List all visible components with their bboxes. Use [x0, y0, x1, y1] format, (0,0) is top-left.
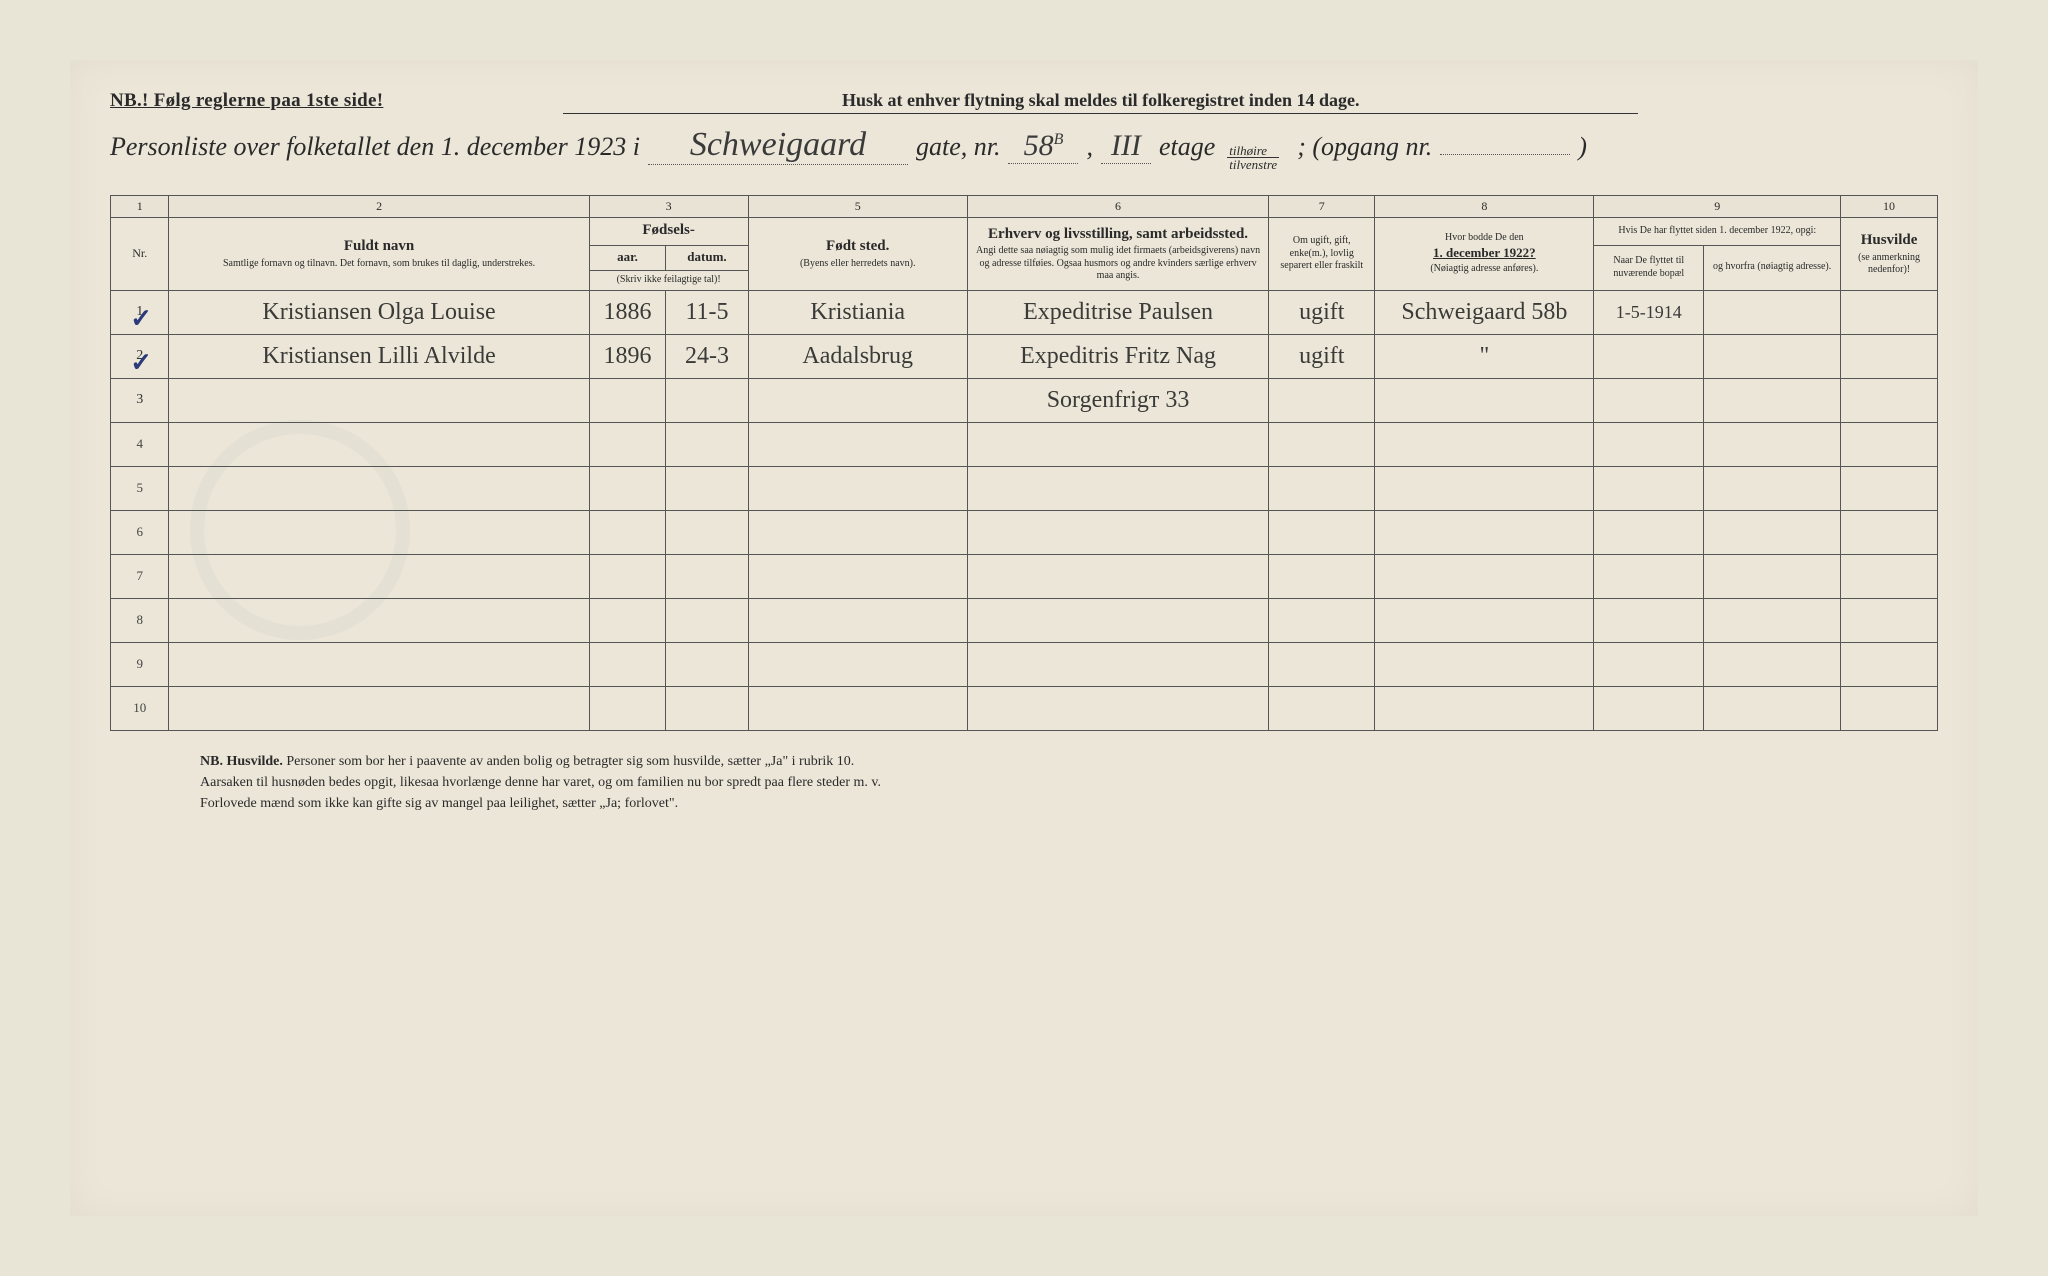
- col-datum: datum.: [666, 245, 748, 270]
- cell-erhverv: Sorgenfrigт 33: [967, 378, 1268, 422]
- census-table: 1 2 3 5 6 7 8 9 10 Nr. Fuldt navn Samtli…: [110, 195, 1938, 731]
- cell-naar: 1-5-1914: [1594, 290, 1704, 334]
- column-number-row: 1 2 3 5 6 7 8 9 10: [111, 196, 1938, 218]
- cell-naar: [1594, 378, 1704, 422]
- col-nr: Nr.: [111, 218, 169, 291]
- side-fraction: tilhøire tilvenstre: [1227, 144, 1279, 171]
- cell-navn: [169, 378, 589, 422]
- title-line: Personliste over folketallet den 1. dece…: [110, 126, 1938, 171]
- cell-hvorfra: [1704, 334, 1841, 378]
- col-aar: aar.: [589, 245, 666, 270]
- cell-bodde: [1375, 378, 1594, 422]
- nb-right-text: Husk at enhver flytning skal meldes til …: [563, 90, 1638, 114]
- cell-aar: [589, 378, 666, 422]
- footer-line1: Personer som bor her i paavente av anden…: [286, 754, 854, 769]
- cell-fodested: [748, 378, 967, 422]
- cell-gift: ugift: [1269, 290, 1375, 334]
- row-nr: ✓2: [111, 334, 169, 378]
- cell-navn: Kristiansen Olga Louise: [169, 290, 589, 334]
- row-nr: 10: [111, 686, 169, 730]
- footer-nb: NB. Husvilde.: [200, 754, 283, 769]
- col-gift: Om ugift, gift, enke(m.), lovlig separer…: [1269, 218, 1375, 291]
- col-flyttet: Hvis De har flyttet siden 1. december 19…: [1594, 218, 1841, 246]
- cell-hvorfra: [1704, 290, 1841, 334]
- table-row: 4: [111, 422, 1938, 466]
- street-name-field: Schweigaard: [648, 126, 908, 165]
- cell-bodde: ": [1375, 334, 1594, 378]
- etage-field: III: [1101, 129, 1151, 164]
- etage-label: etage: [1159, 132, 1215, 162]
- gate-label: gate, nr.: [916, 132, 1001, 162]
- cell-erhverv: Expeditris Fritz Nag: [967, 334, 1268, 378]
- cell-husvilde: [1841, 334, 1938, 378]
- row-nr: 3: [111, 378, 169, 422]
- col-hvorfra: og hvorfra (nøiagtig adresse).: [1704, 245, 1841, 290]
- cell-datum: [666, 378, 748, 422]
- col-bodde: Hvor bodde De den 1. december 1922? (Nøi…: [1375, 218, 1594, 291]
- col-fodsels: Fødsels-: [589, 218, 748, 246]
- census-page: NB.! Følg reglerne paa 1ste side! Husk a…: [70, 60, 1978, 1216]
- cell-fodested: Kristiania: [748, 290, 967, 334]
- table-row: ✓2 Kristiansen Lilli Alvilde 1896 24-3 A…: [111, 334, 1938, 378]
- table-row: 5: [111, 466, 1938, 510]
- cell-aar: 1896: [589, 334, 666, 378]
- col-husvilde: Husvilde (se anmerkning nedenfor)!: [1841, 218, 1938, 291]
- table-row: 8: [111, 598, 1938, 642]
- col-fodested: Født sted. (Byens eller herredets navn).: [748, 218, 967, 291]
- cell-fodested: Aadalsbrug: [748, 334, 967, 378]
- row-nr: 8: [111, 598, 169, 642]
- col-aar-sub: (Skriv ikke feilagtige tal)!: [589, 271, 748, 291]
- row-nr: 4: [111, 422, 169, 466]
- cell-husvilde: [1841, 290, 1938, 334]
- table-row: 9: [111, 642, 1938, 686]
- row-nr: 7: [111, 554, 169, 598]
- opgang-label: ; (opgang nr.: [1297, 132, 1432, 162]
- header-row-1: Nr. Fuldt navn Samtlige fornavn og tilna…: [111, 218, 1938, 246]
- header-top-row: NB.! Følg reglerne paa 1ste side! Husk a…: [110, 90, 1938, 114]
- row-nr: ✓1: [111, 290, 169, 334]
- footer-note: NB. Husvilde. Personer som bor her i paa…: [110, 751, 1938, 814]
- cell-naar: [1594, 334, 1704, 378]
- cell-navn: Kristiansen Lilli Alvilde: [169, 334, 589, 378]
- table-row: ✓1 Kristiansen Olga Louise 1886 11-5 Kri…: [111, 290, 1938, 334]
- footer-line3: Forlovede mænd som ikke kan gifte sig av…: [200, 796, 678, 811]
- cell-aar: 1886: [589, 290, 666, 334]
- cell-gift: [1269, 378, 1375, 422]
- cell-husvilde: [1841, 378, 1938, 422]
- col-erhverv: Erhverv og livsstilling, samt arbeidsste…: [967, 218, 1268, 291]
- cell-bodde: Schweigaard 58b: [1375, 290, 1594, 334]
- table-row: 6: [111, 510, 1938, 554]
- table-row: 10: [111, 686, 1938, 730]
- footer-line2: Aarsaken til husnøden bedes opgit, likes…: [200, 775, 881, 790]
- cell-hvorfra: [1704, 378, 1841, 422]
- cell-datum: 24-3: [666, 334, 748, 378]
- nb-left-text: NB.! Følg reglerne paa 1ste side!: [110, 90, 383, 112]
- table-row: 3 Sorgenfrigт 33: [111, 378, 1938, 422]
- col-navn: Fuldt navn Samtlige fornavn og tilnavn. …: [169, 218, 589, 291]
- gate-nr-field: 58B: [1008, 129, 1078, 164]
- cell-gift: ugift: [1269, 334, 1375, 378]
- title-prefix: Personliste over folketallet den 1. dece…: [110, 132, 640, 162]
- cell-datum: 11-5: [666, 290, 748, 334]
- row-nr: 5: [111, 466, 169, 510]
- table-row: 7: [111, 554, 1938, 598]
- row-nr: 9: [111, 642, 169, 686]
- col-naar: Naar De flyttet til nuværende bopæl: [1594, 245, 1704, 290]
- cell-erhverv: Expeditrise Paulsen: [967, 290, 1268, 334]
- opgang-field: [1440, 154, 1570, 155]
- row-nr: 6: [111, 510, 169, 554]
